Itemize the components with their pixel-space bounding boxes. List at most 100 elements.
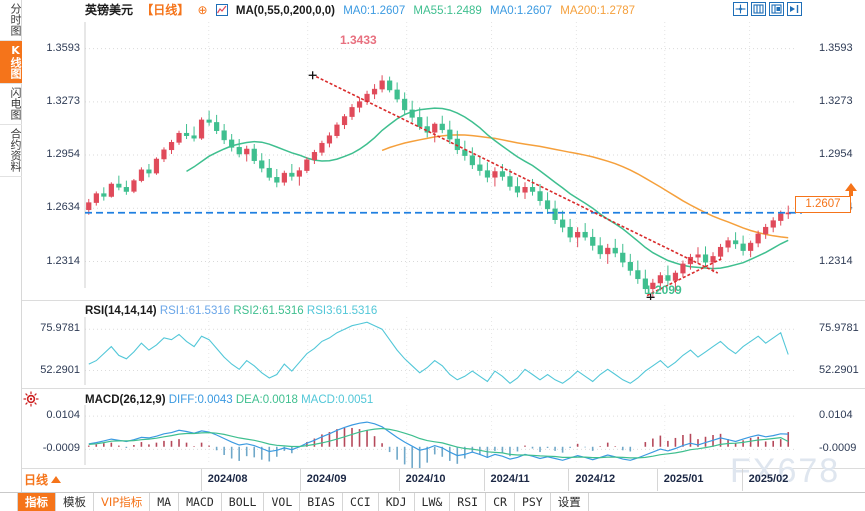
sidebar-item-contract-label: 合约资料 xyxy=(9,128,22,172)
price-ytick-right: 1.3273 xyxy=(819,94,853,107)
price-chart-canvas[interactable] xyxy=(22,0,865,300)
ma0b-value: MA0:1.2607 xyxy=(490,5,553,17)
macd-series-dea xyxy=(88,427,789,459)
sidebar-item-flash-label: 闪电图 xyxy=(9,87,22,120)
bottombar-psy[interactable]: PSY xyxy=(515,493,551,511)
macd-value: MACD:0.0051 xyxy=(301,394,374,406)
price-chart-pane[interactable]: 1.3593 1.3593 1.3273 1.3273 1.2954 1.2954 1.26… xyxy=(22,0,865,300)
date-xtick: 2024/09 xyxy=(306,473,347,485)
sidebar-item-intraday-label: 分时图 xyxy=(9,3,22,36)
bottombar-ma[interactable]: MA xyxy=(150,493,180,511)
sun-settings-icon[interactable] xyxy=(22,390,40,408)
rsi-ytick-right: 75.9781 xyxy=(819,322,859,335)
rsi-series-rsi1 xyxy=(88,321,789,385)
chart-indicator-icon[interactable] xyxy=(215,4,228,19)
bottombar-kdj[interactable]: KDJ xyxy=(379,493,415,511)
date-axis-separator xyxy=(299,469,301,491)
date-axis-separator xyxy=(741,469,743,491)
bottombar-vip-indicators[interactable]: VIP指标 xyxy=(94,493,151,511)
dea-value: DEA:0.0018 xyxy=(235,394,298,406)
rsi-ytick-left: 75.9781 xyxy=(40,322,80,335)
crosshair-tool-icon[interactable] xyxy=(733,2,748,16)
macd-legend: MACD(26,12,9) DIFF:0.0043 DEA:0.0018 MAC… xyxy=(85,394,373,406)
swing-low-label: 1.2099 xyxy=(645,283,682,297)
macd-ytick-left: 0.0104 xyxy=(46,409,80,422)
price-ytick-right: 1.2954 xyxy=(819,148,853,160)
date-axis-separator xyxy=(200,469,202,491)
rsi-ytick-right: 52.2901 xyxy=(819,363,859,376)
swing-high-label: 1.3433 xyxy=(340,33,377,47)
scroll-right-tool-icon[interactable] xyxy=(787,2,802,16)
period-label: 【日线】 xyxy=(141,3,190,17)
diff-value: DIFF:0.0043 xyxy=(168,394,233,406)
symbol-name: 英镑美元 xyxy=(85,3,134,17)
crosshair-icon[interactable]: ⊕ xyxy=(197,3,208,17)
toolbar-leading-spacer xyxy=(0,493,18,511)
macd-chart-canvas[interactable] xyxy=(22,389,865,468)
bottombar-cci[interactable]: CCI xyxy=(343,493,379,511)
current-price-marker-stem xyxy=(849,190,853,196)
price-ytick-right: 1.3593 xyxy=(819,41,853,54)
price-ytick-right: 1.2314 xyxy=(819,254,853,267)
bottombar-lwr[interactable]: LW& xyxy=(415,493,451,511)
sidebar-item-flash[interactable]: 闪电图 xyxy=(0,84,22,125)
ma55-value: MA55:1.2489 xyxy=(413,5,482,17)
chart-tools-group xyxy=(733,2,802,16)
price-ytick-left: 1.2954 xyxy=(46,148,80,160)
macd-indicator-name: MACD(26,12,9) xyxy=(85,394,166,406)
rsi-indicator-name: RSI(14,14,14) xyxy=(85,305,157,317)
descending-resistance xyxy=(315,75,719,274)
rsi-legend: RSI(14,14,14) RSI1:61.5316 RSI2:61.5316 … xyxy=(85,305,377,317)
rsi3-value: RSI3:61.5316 xyxy=(306,305,378,317)
bottombar-boll[interactable]: BOLL xyxy=(222,493,265,511)
bottombar-indicators[interactable]: 指标 xyxy=(18,493,56,511)
sidebar-item-contract[interactable]: 合约资料 xyxy=(0,125,22,177)
fit-vertical-tool-icon[interactable] xyxy=(751,2,766,16)
macd-series-diff xyxy=(88,421,789,461)
ma0-value: MA0:1.2607 xyxy=(343,5,406,17)
bottombar-vol[interactable]: VOL xyxy=(264,493,301,511)
toolbar-trailing-spacer xyxy=(589,493,865,511)
date-xtick: 2024/12 xyxy=(575,473,616,485)
date-axis xyxy=(22,468,865,492)
bottombar-macd[interactable]: MACD xyxy=(179,493,222,511)
price-ytick-left: 1.2314 xyxy=(46,254,80,267)
bottombar-rsi[interactable]: RSI xyxy=(450,493,487,511)
current-price-tag[interactable]: 1.2607 xyxy=(795,196,851,213)
rsi-chart-pane[interactable]: 75.9781 75.9781 52.2901 52.2901 xyxy=(22,300,865,388)
date-xtick: 2025/02 xyxy=(748,473,789,485)
sidebar-item-kline[interactable]: K线图 xyxy=(0,41,22,84)
date-axis-separator xyxy=(568,469,570,491)
ma200-value: MA200:1.2787 xyxy=(560,5,636,17)
date-xtick: 2025/01 xyxy=(663,473,704,485)
rsi-chart-canvas[interactable] xyxy=(22,301,865,388)
ascending-support xyxy=(646,258,722,297)
sidebar-item-intraday[interactable]: 分时图 xyxy=(0,0,22,41)
date-xtick: 2024/08 xyxy=(207,473,248,485)
indicator-toolbar: 指标 模板 VIP指标 MA MACD BOLL VOL BIAS CCI KDJ LW& RSI CR… xyxy=(0,492,865,511)
left-sidebar: 分时图 K线图闪电图合约资料 xyxy=(0,0,22,492)
rsi1-value: RSI1:61.5316 xyxy=(159,305,231,317)
bottombar-cr[interactable]: CR xyxy=(486,493,515,511)
macd-ytick-left: -0.0009 xyxy=(42,442,80,455)
triangle-up-icon xyxy=(51,476,62,483)
macd-ytick-right: 0.0104 xyxy=(819,409,853,422)
macd-ytick-right: -0.0009 xyxy=(819,442,857,455)
rsi-ytick-left: 52.2901 xyxy=(40,363,80,376)
date-xtick: 2024/11 xyxy=(490,473,530,485)
bottombar-settings[interactable]: 设置 xyxy=(551,493,589,511)
bottombar-bias[interactable]: BIAS xyxy=(300,493,343,511)
period-selector-label: 日线 xyxy=(24,473,49,487)
macd-chart-pane[interactable]: 0.0104 0.0104 -0.0009 -0.0009 xyxy=(22,388,865,468)
price-ytick-left: 1.2634 xyxy=(46,201,80,214)
period-selector-button[interactable]: 日线 xyxy=(24,471,62,488)
zoom-area-tool-icon[interactable] xyxy=(769,2,784,16)
bottombar-templates[interactable]: 模板 xyxy=(56,493,94,511)
date-axis-separator xyxy=(398,469,400,491)
date-axis-separator xyxy=(483,469,485,491)
current-price-marker-arrow xyxy=(845,183,857,191)
price-ytick-left: 1.3593 xyxy=(46,41,80,54)
price-legend: 英镑美元 【日线】 ⊕ MA(0,55,0,200,0,0) MA0:1.260… xyxy=(85,1,640,19)
ma-indicator-name: MA(0,55,0,200,0,0) xyxy=(235,5,335,17)
